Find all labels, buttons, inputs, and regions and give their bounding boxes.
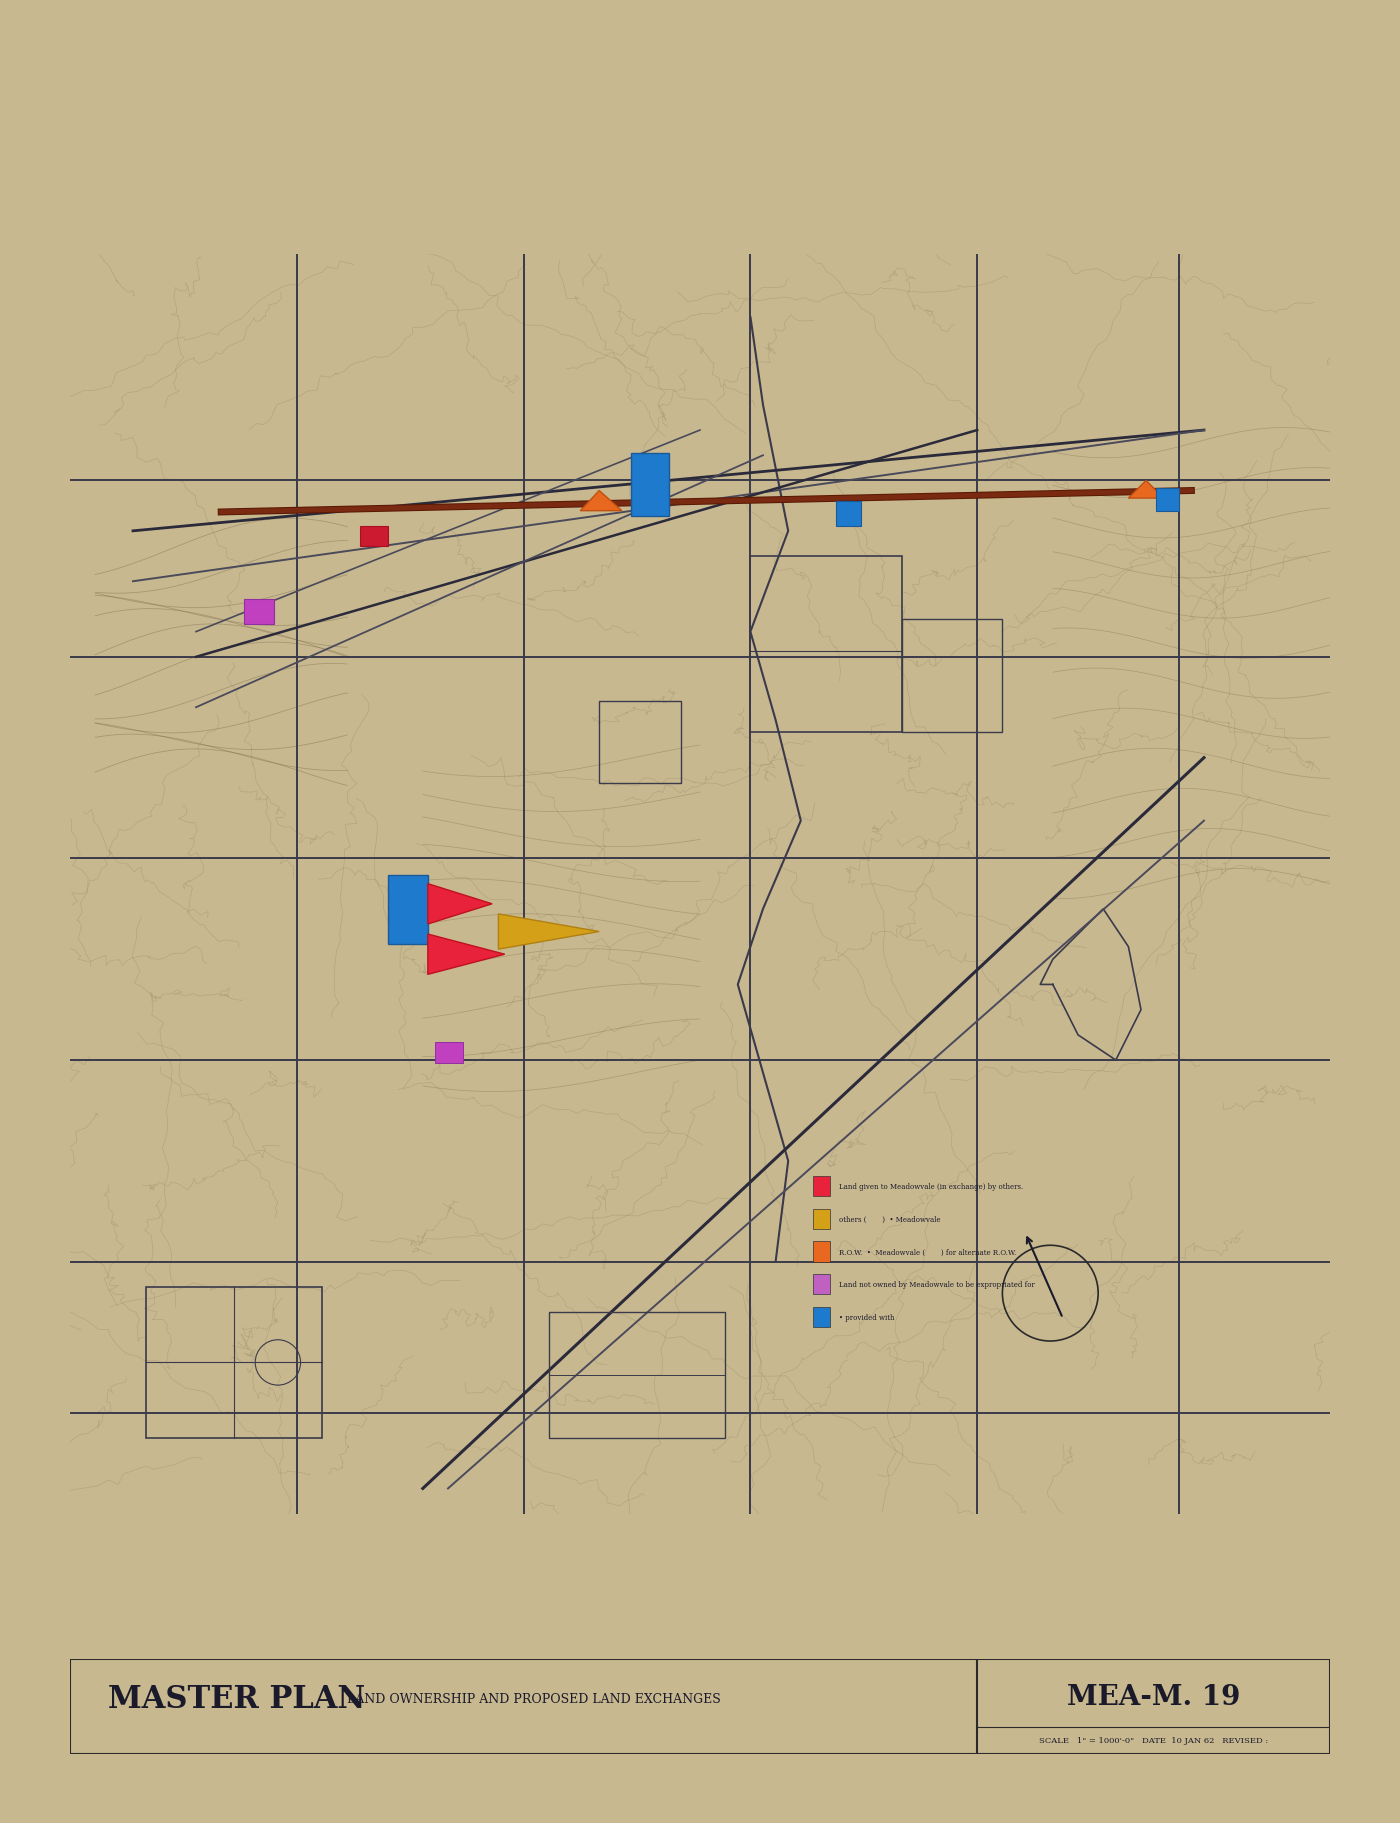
Bar	[750, 556, 902, 733]
Bar	[630, 454, 669, 516]
Text: MEA-M. 19: MEA-M. 19	[1067, 1683, 1240, 1710]
Bar	[146, 1287, 322, 1438]
Bar	[1156, 489, 1179, 512]
Text: R.O.W.  •  Meadowvale (       ) for alternate R.O.W.: R.O.W. • Meadowvale ( ) for alternate R.…	[839, 1249, 1016, 1256]
Text: MASTER PLAN: MASTER PLAN	[108, 1683, 365, 1714]
Bar	[813, 1241, 830, 1262]
Text: Land given to Meadowvale (in exchange) by others.: Land given to Meadowvale (in exchange) b…	[839, 1183, 1023, 1190]
Polygon shape	[580, 490, 622, 512]
Bar	[244, 600, 274, 625]
Text: • provided with: • provided with	[839, 1313, 895, 1322]
Polygon shape	[498, 915, 599, 950]
Bar	[813, 1274, 830, 1294]
Polygon shape	[428, 935, 504, 975]
Bar	[599, 702, 680, 784]
Polygon shape	[428, 884, 493, 924]
Text: LAND OWNERSHIP AND PROPOSED LAND EXCHANGES: LAND OWNERSHIP AND PROPOSED LAND EXCHANG…	[347, 1692, 721, 1705]
Bar	[813, 1209, 830, 1229]
Bar	[549, 1313, 725, 1438]
Text: others (       )  • Meadowvale: others ( ) • Meadowvale	[839, 1216, 941, 1223]
Bar	[836, 501, 861, 527]
Polygon shape	[1128, 481, 1163, 500]
Bar	[813, 1307, 830, 1327]
Bar	[902, 620, 1002, 733]
Text: SCALE   1" = 1000'-0"   DATE  10 JAN 62   REVISED :: SCALE 1" = 1000'-0" DATE 10 JAN 62 REVIS…	[1039, 1737, 1268, 1745]
Bar	[360, 527, 388, 547]
Text: Land not owned by Meadowvale to be expropriated for: Land not owned by Meadowvale to be expro…	[839, 1280, 1035, 1289]
Bar	[388, 875, 428, 944]
Bar	[435, 1043, 463, 1063]
Bar	[813, 1176, 830, 1196]
